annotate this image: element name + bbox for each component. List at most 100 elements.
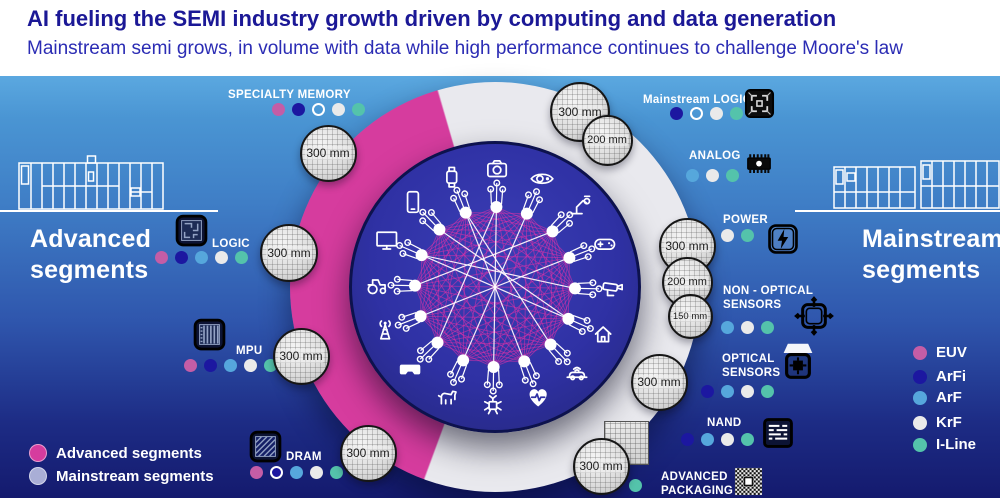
- segment-label-line: LOGIC: [212, 238, 250, 250]
- wafer-300mm: 300 mm: [550, 82, 610, 142]
- mpu-chip-icon: [193, 318, 226, 351]
- segment-label-non-optical-sensors: NON - OPTICAL SENSORS: [723, 284, 813, 313]
- litho-dot-krf: [710, 107, 723, 120]
- segment-label-analog: ANALOG: [689, 149, 741, 163]
- litho-dot-iline: [330, 466, 343, 479]
- analog-chip-icon: [744, 148, 774, 178]
- segment-dots-logic: [155, 251, 248, 264]
- litho-legend-label: I-Line: [936, 436, 976, 453]
- litho-legend-label: KrF: [936, 414, 962, 431]
- segment-dots-nand: [681, 433, 754, 446]
- segment-label-advanced-packaging: ADVANCED PACKAGING: [661, 470, 733, 498]
- advanced-segments-caption: Advanced segments: [30, 224, 151, 285]
- left-ground-line: [0, 210, 218, 212]
- segment-label-power: POWER: [723, 213, 768, 227]
- infographic-scene: Advanced segments Mainstream segments SP…: [0, 76, 1000, 498]
- segment-label-logic: LOGIC: [212, 237, 250, 251]
- litho-legend-dot-arfi: [913, 369, 927, 384]
- litho-dot-iline: [730, 107, 743, 120]
- segment-dots-advanced-packaging: [629, 479, 642, 492]
- litho-dot-arf: [701, 433, 714, 446]
- segment-label-line: DRAM: [286, 451, 322, 463]
- iot-network-graph: [367, 159, 624, 415]
- litho-dot-arf: [224, 359, 237, 372]
- wafer-200mm: 200 mm: [581, 114, 633, 166]
- wafer-300mm: 300 mm: [572, 437, 630, 495]
- wafer-label: 300 mm: [278, 349, 324, 363]
- litho-legend-label: ArF: [936, 389, 962, 406]
- dog-icon: [437, 390, 457, 405]
- segment-label-specialty-memory: SPECIALTY MEMORY: [228, 88, 351, 102]
- mainstream-segments-caption-line2: segments: [862, 255, 981, 284]
- litho-dot-iline: [629, 479, 642, 492]
- litho-dot-krf: [244, 359, 257, 372]
- litho-dot-euv: [272, 103, 285, 116]
- litho-legend-dot-euv: [913, 345, 927, 360]
- litho-dot-krf: [721, 229, 734, 242]
- segment-label-line: ANALOG: [689, 150, 741, 162]
- litho-dot-hollow: [312, 103, 325, 116]
- segment-legend-label: Mainstream segments: [56, 467, 214, 485]
- wafer-300mm: 300 mm: [272, 327, 330, 385]
- litho-dot-euv: [250, 466, 263, 479]
- logic-chip-icon: [175, 214, 208, 247]
- litho-dot-iline: [761, 385, 774, 398]
- ai-network-circle: [349, 141, 641, 433]
- slide-header: AI fueling the SEMI industry growth driv…: [0, 0, 1000, 76]
- segment-label-nand: NAND: [707, 416, 741, 430]
- wafer-label: 200 mm: [666, 276, 708, 288]
- wafer-label: 300 mm: [345, 446, 391, 460]
- segment-dots-mpu: [184, 359, 277, 372]
- segment-label-line: SENSORS: [722, 367, 781, 380]
- vr-headset-icon: [399, 364, 421, 375]
- litho-dot-arfi: [670, 107, 683, 120]
- litho-dot-krf: [332, 103, 345, 116]
- litho-legend-euv: EUV: [913, 344, 967, 361]
- litho-legend-dot-arf: [913, 390, 927, 405]
- litho-dot-iline: [726, 169, 739, 182]
- litho-dot-iline: [235, 251, 248, 264]
- litho-dot-euv: [155, 251, 168, 264]
- segment-label-mpu: MPU: [236, 344, 262, 358]
- camera-icon: [487, 159, 508, 178]
- segment-label-line: MPU: [236, 345, 263, 357]
- segment-dots-power: [721, 229, 754, 242]
- advanced-segments-caption-line1: Advanced: [30, 225, 152, 253]
- wafer-300mm: 300 mm: [260, 224, 318, 282]
- litho-dot-arfi: [292, 103, 305, 116]
- slide-title: AI fueling the SEMI industry growth driv…: [27, 6, 837, 31]
- heart-monitor-icon: [529, 389, 547, 407]
- litho-dot-krf: [741, 385, 754, 398]
- litho-dot-arf: [290, 466, 303, 479]
- segment-label-line: SENSORS: [723, 299, 782, 312]
- tractor-icon: [367, 279, 387, 295]
- wafer-label: 300 mm: [266, 246, 312, 260]
- gamepad-icon: [594, 238, 616, 251]
- nand-chip-icon: [761, 416, 795, 450]
- litho-dot-arf: [721, 321, 734, 334]
- segment-dots-mainstream-logic: [670, 107, 743, 120]
- slide-subtitle: Mainstream semi grows, in volume with da…: [27, 38, 903, 59]
- segment-label-line: OPTICAL: [722, 353, 775, 365]
- mainstream-segments-caption: Mainstream segments: [862, 224, 1000, 285]
- smart-home-icon: [594, 326, 612, 343]
- litho-legend-dot-krf: [913, 415, 927, 430]
- power-chip-icon: [766, 222, 800, 256]
- wafer-label: 300 mm: [664, 239, 710, 253]
- litho-legend-arfi: ArFi: [913, 368, 966, 385]
- segment-legend-mainstream: Mainstream segments: [29, 467, 214, 485]
- segment-label-line: PACKAGING: [661, 485, 734, 498]
- wafer-label: 300 mm: [557, 105, 603, 119]
- litho-dot-arfi: [701, 385, 714, 398]
- segment-dots-optical-sensors: [701, 385, 774, 398]
- segment-label-line: SPECIALTY MEMORY: [228, 89, 351, 101]
- wafer-label: 300 mm: [305, 146, 351, 160]
- litho-dot-arfi: [175, 251, 188, 264]
- litho-dot-iline: [352, 103, 365, 116]
- right-ground-line: [795, 210, 1000, 212]
- litho-dot-iline: [741, 433, 754, 446]
- dram-chip-icon: [249, 430, 282, 463]
- segment-dots-analog: [686, 169, 739, 182]
- litho-dot-krf: [706, 169, 719, 182]
- litho-dot-iline: [761, 321, 774, 334]
